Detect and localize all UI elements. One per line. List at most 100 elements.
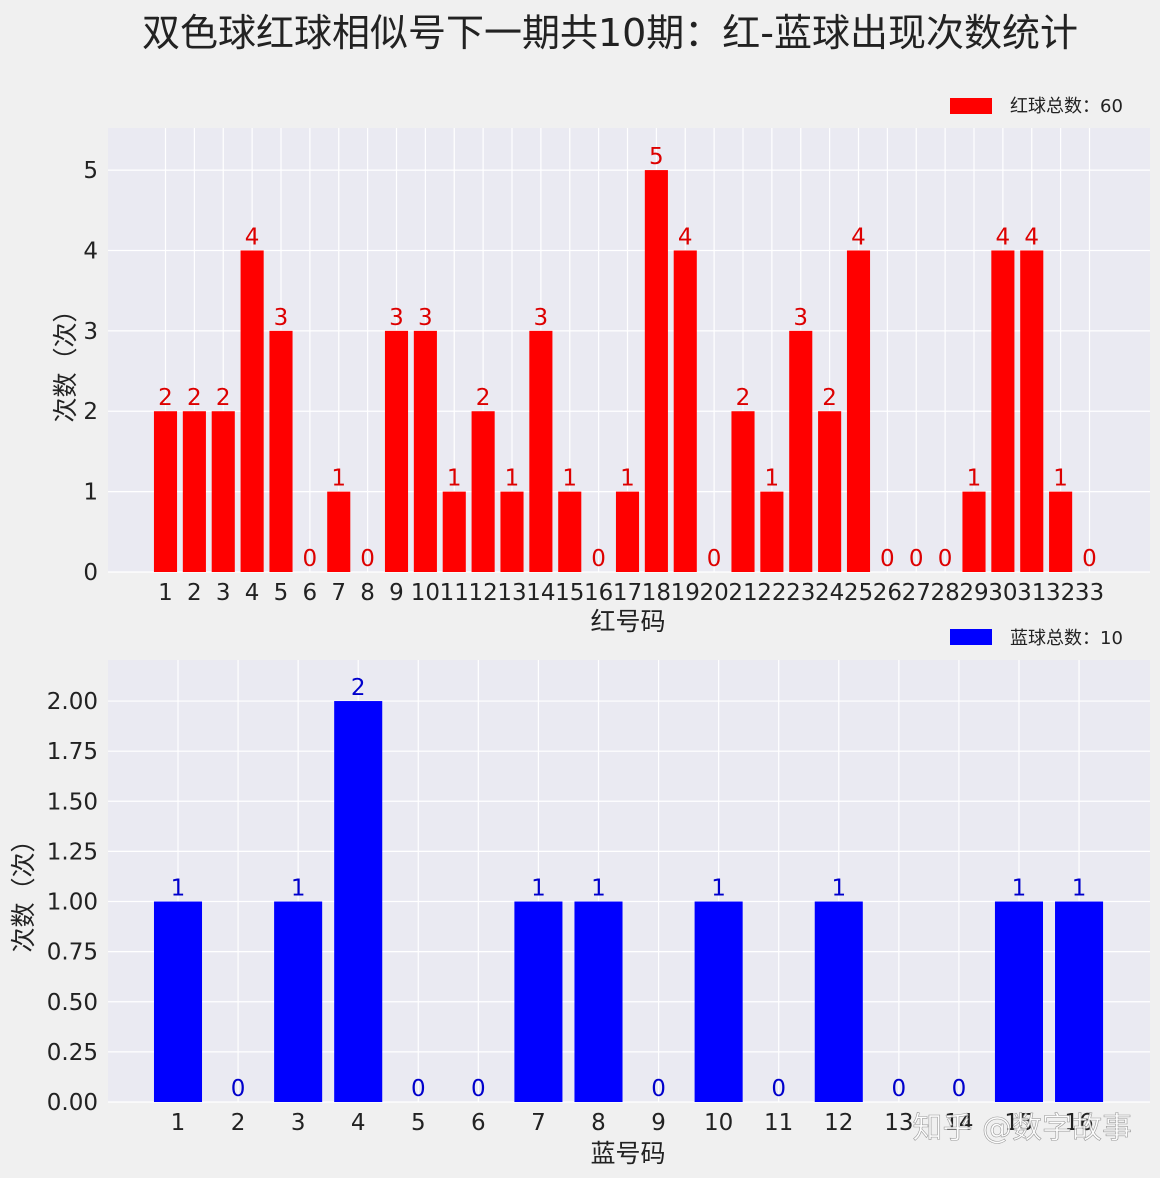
bar [558, 491, 582, 572]
y-tick-label: 0.50 [47, 990, 98, 1016]
x-tick-label: 16 [1064, 1110, 1093, 1136]
bar-value-label: 0 [909, 546, 924, 572]
x-tick-label: 25 [844, 580, 873, 606]
x-tick-label: 11 [764, 1110, 793, 1136]
bar [673, 250, 697, 572]
x-tick-label: 7 [331, 580, 346, 606]
bar-value-label: 4 [996, 224, 1011, 250]
bar-value-label: 1 [765, 466, 780, 492]
x-tick-label: 2 [187, 580, 202, 606]
blue-legend-swatch [950, 629, 992, 645]
y-tick-label: 0.00 [47, 1090, 98, 1116]
bar-value-label: 1 [831, 876, 846, 902]
bar-value-label: 3 [389, 305, 404, 331]
x-tick-label: 10 [704, 1110, 733, 1136]
x-tick-label: 4 [245, 580, 260, 606]
bar-value-label: 0 [952, 1076, 967, 1102]
x-tick-label: 31 [1017, 580, 1046, 606]
bar [529, 330, 553, 572]
x-tick-label: 30 [988, 580, 1017, 606]
bar [327, 491, 351, 572]
bar-value-label: 0 [880, 546, 895, 572]
x-tick-label: 22 [757, 580, 786, 606]
x-tick-label: 15 [1004, 1110, 1033, 1136]
y-tick-label: 1.00 [47, 890, 98, 916]
x-tick-label: 32 [1046, 580, 1075, 606]
bar-value-label: 3 [274, 305, 289, 331]
x-tick-label: 18 [642, 580, 671, 606]
x-tick-label: 12 [468, 580, 497, 606]
bar-value-label: 1 [505, 466, 520, 492]
x-tick-label: 26 [873, 580, 902, 606]
bar [1049, 491, 1073, 572]
x-tick-label: 33 [1075, 580, 1104, 606]
bar [471, 411, 495, 572]
x-tick-label: 4 [351, 1110, 366, 1136]
red-x-ticks: 1 2 3 4 5 6 7 8 9 10 11 12 13 14 15 16 17 18 19 20 21 22 23 24 2… [158, 580, 1104, 606]
bar [384, 330, 409, 572]
y-tick-label: 0.25 [47, 1040, 98, 1066]
x-tick-label: 8 [591, 1110, 606, 1136]
x-tick-label: 15 [555, 580, 584, 606]
bar-value-label: 1 [331, 466, 346, 492]
bar-value-label: 2 [158, 385, 173, 411]
y-tick-label: 5 [83, 158, 98, 184]
bar [962, 491, 986, 572]
x-tick-label: 29 [959, 580, 988, 606]
bar [500, 491, 524, 572]
bar-value-label: 0 [411, 1076, 426, 1102]
x-tick-label: 2 [231, 1110, 246, 1136]
x-tick-label: 9 [651, 1110, 666, 1136]
red-y-axis-label: 次数（次） [51, 297, 80, 422]
bar-value-label: 0 [651, 1076, 666, 1102]
bar-value-label: 2 [476, 385, 491, 411]
y-tick-label: 2 [83, 399, 98, 425]
bar [574, 901, 623, 1102]
x-tick-label: 24 [815, 580, 844, 606]
bar-value-label: 3 [534, 305, 549, 331]
bar-value-label: 1 [591, 876, 606, 902]
bar-value-label: 3 [418, 305, 433, 331]
bar-value-label: 3 [793, 305, 808, 331]
bar-value-label: 5 [649, 144, 664, 170]
red-legend-swatch [950, 98, 992, 114]
bar-value-label: 0 [471, 1076, 486, 1102]
bar [760, 491, 784, 572]
bar [846, 250, 871, 572]
red-legend: 红球总数：60 [950, 96, 1123, 117]
x-tick-label: 1 [171, 1110, 186, 1136]
bar-value-label: 2 [822, 385, 837, 411]
x-tick-label: 11 [440, 580, 469, 606]
red-y-ticks: 0 1 2 3 4 5 [83, 158, 98, 586]
x-tick-label: 27 [902, 580, 931, 606]
blue-legend: 蓝球总数：10 [950, 628, 1123, 649]
bar [991, 250, 1015, 572]
red-bars [153, 170, 1073, 572]
bar-value-label: 1 [171, 876, 186, 902]
blue-x-axis-label: 蓝号码 [590, 1139, 665, 1168]
y-tick-label: 1 [83, 480, 98, 506]
blue-legend-label: 蓝球总数：10 [1010, 628, 1123, 649]
y-tick-label: 2.00 [47, 689, 98, 715]
x-tick-label: 5 [274, 580, 289, 606]
blue-plot-background [108, 660, 1150, 1102]
bar [153, 901, 203, 1102]
bar-value-label: 0 [591, 546, 606, 572]
bar [994, 901, 1044, 1102]
y-tick-label: 1.50 [47, 789, 98, 815]
red-legend-label: 红球总数：60 [1010, 96, 1123, 117]
bar [789, 330, 813, 572]
x-tick-label: 21 [728, 580, 757, 606]
x-tick-label: 19 [671, 580, 700, 606]
x-tick-label: 12 [824, 1110, 853, 1136]
figure-title: 双色球红球相似号下一期共10期：红-蓝球出现次数统计 [142, 11, 1078, 55]
bar [615, 491, 640, 572]
x-tick-label: 14 [944, 1110, 973, 1136]
x-tick-label: 3 [216, 580, 231, 606]
x-tick-label: 1 [158, 580, 173, 606]
